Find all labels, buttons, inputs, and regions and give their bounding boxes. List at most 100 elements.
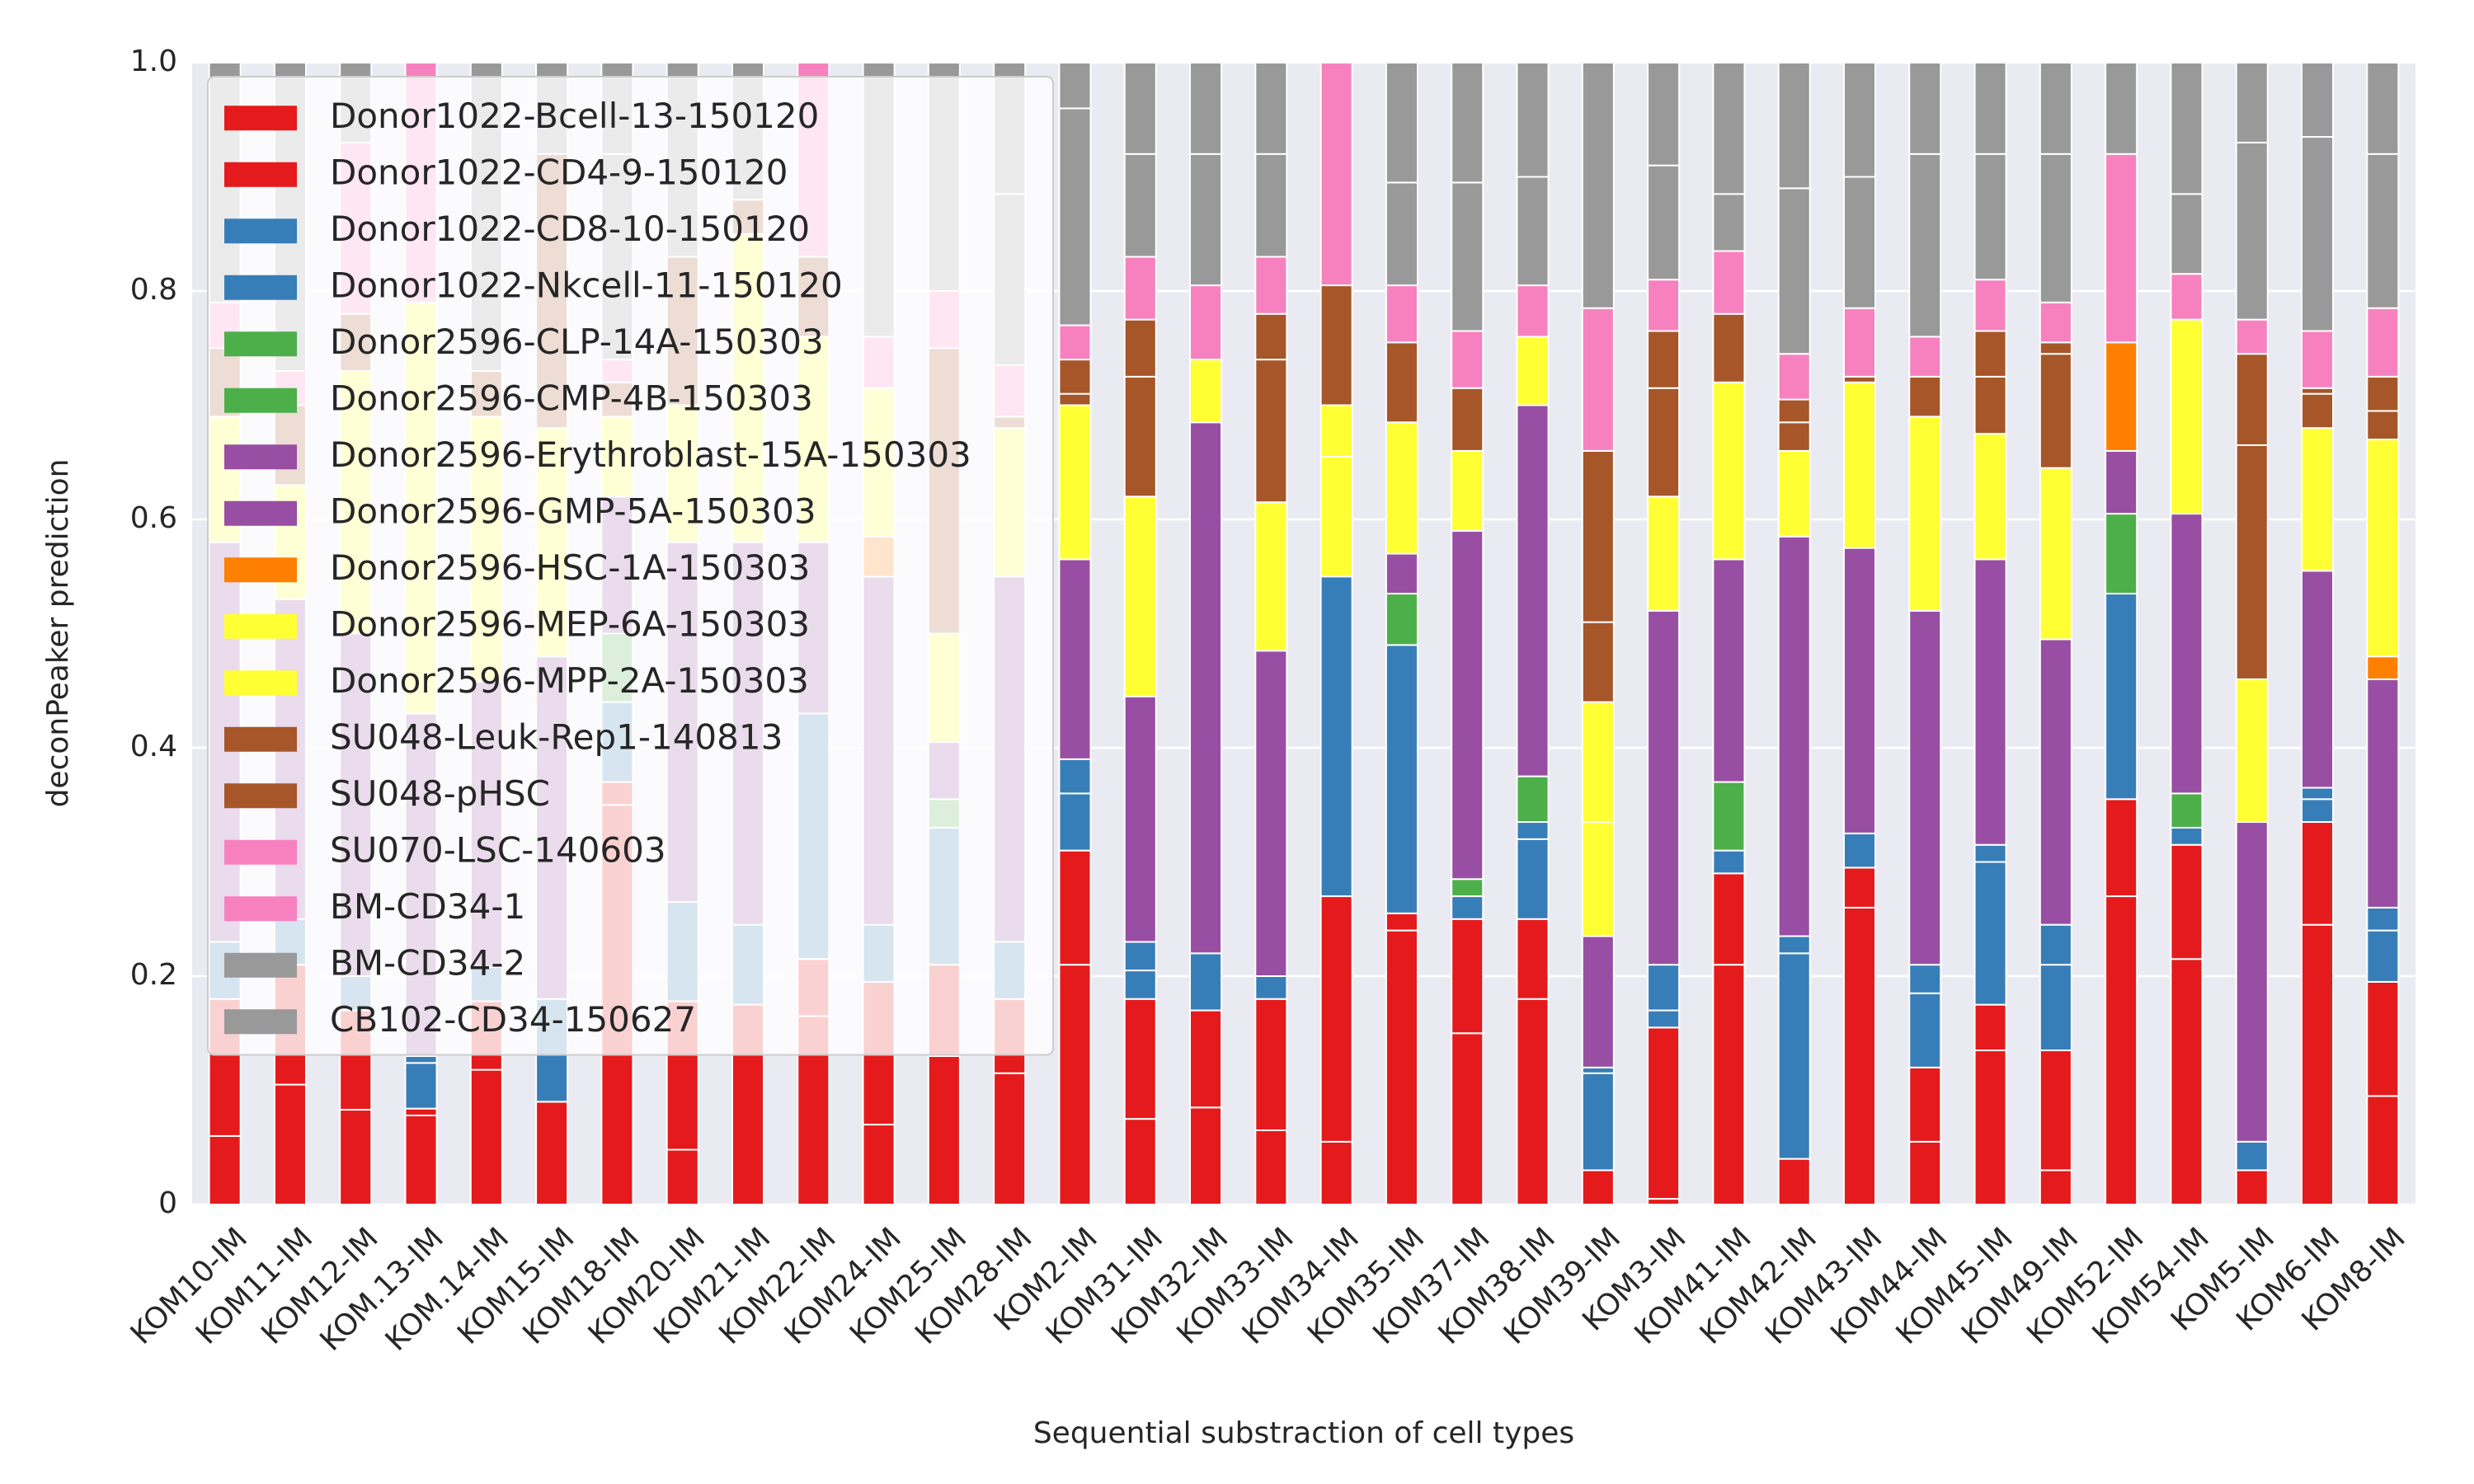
legend-label: SU048-Leuk-Rep1-140813 xyxy=(330,716,783,757)
bar-segment xyxy=(1777,935,1811,955)
bar-segment xyxy=(2366,307,2400,378)
bar-segment xyxy=(2301,787,2335,801)
bar-segment xyxy=(2170,193,2204,275)
bar-segment xyxy=(2235,444,2269,680)
bar-segment xyxy=(2105,593,2138,801)
bar-segment xyxy=(1123,318,1157,378)
bar-segment xyxy=(2235,318,2269,355)
bar-segment xyxy=(2366,655,2400,680)
bar-segment xyxy=(1712,872,1746,966)
bar-segment xyxy=(1842,375,1877,383)
bar-segment xyxy=(1973,843,2007,863)
bar-segment xyxy=(1319,895,1353,1143)
bar-segment xyxy=(1385,421,1418,555)
legend-label: CB102-CD34-150627 xyxy=(330,999,696,1040)
bar-segment xyxy=(1647,164,1681,281)
bar-segment xyxy=(1777,421,1811,452)
bar-segment xyxy=(2039,638,2072,926)
bar-segment xyxy=(2039,467,2072,641)
bar-segment xyxy=(1712,381,1746,561)
bar-segment xyxy=(2105,62,2138,155)
bar-segment xyxy=(1385,644,1418,914)
bar-segment xyxy=(1647,964,1681,1012)
bar-segment xyxy=(1254,256,1288,315)
bar-segment xyxy=(1385,929,1418,1205)
legend-label: Donor1022-CD8-10-150120 xyxy=(330,209,810,249)
bar-segment xyxy=(1581,449,1615,623)
bar-segment xyxy=(1189,153,1223,287)
bar-segment xyxy=(1647,1026,1681,1200)
y-tick-label: 0.8 xyxy=(130,273,177,307)
bar-segment xyxy=(2301,387,2335,395)
bar-segment xyxy=(1842,307,1877,378)
legend-label: Donor2596-HSC-1A-150303 xyxy=(330,547,810,588)
bar-segment xyxy=(1516,404,1550,777)
legend-swatch xyxy=(224,500,297,526)
bar-segment xyxy=(2039,1050,2072,1172)
bar-segment xyxy=(2235,678,2269,824)
bar-segment xyxy=(404,1054,438,1064)
bar-segment xyxy=(1908,416,1942,612)
bar-segment xyxy=(2366,62,2400,155)
legend-swatch xyxy=(224,1009,297,1035)
legend-swatch xyxy=(224,557,297,583)
bar-segment xyxy=(2170,843,2204,960)
bar-segment xyxy=(1123,1118,1157,1205)
bar-segment xyxy=(2301,798,2335,824)
legend-swatch xyxy=(224,726,297,752)
bar-segment xyxy=(1973,1003,2007,1052)
bar-segment xyxy=(1189,1106,1223,1206)
bar-segment xyxy=(1712,849,1746,875)
bar-segment xyxy=(2366,153,2400,309)
legend-label: Donor1022-CD4-9-150120 xyxy=(330,152,788,192)
legend-swatch xyxy=(224,952,297,978)
bar-segment xyxy=(1123,695,1157,943)
bar-segment xyxy=(1842,866,1877,909)
bar-segment xyxy=(2301,570,2335,789)
legend-box xyxy=(207,76,1054,1056)
bar-segment xyxy=(1516,821,1550,840)
bar-segment xyxy=(2301,136,2335,332)
bar-segment xyxy=(1058,359,1092,395)
bar-segment xyxy=(1058,392,1092,406)
bar-segment xyxy=(2039,1169,2072,1205)
bar-segment xyxy=(1123,62,1157,155)
y-tick-label: 1.0 xyxy=(130,45,177,78)
bar-segment xyxy=(2039,153,2072,303)
y-tick-label: 0 xyxy=(158,1186,177,1220)
bar-segment xyxy=(1254,975,1288,1000)
bar-segment xyxy=(1973,433,2007,561)
bar-segment xyxy=(2170,958,2204,1205)
bar-segment xyxy=(1973,558,2007,846)
legend-label: Donor2596-MEP-6A-150303 xyxy=(330,603,810,644)
bar-segment xyxy=(1385,912,1418,932)
bar-segment xyxy=(1581,62,1615,309)
bar-segment xyxy=(2366,410,2400,441)
bar-segment xyxy=(1777,398,1811,424)
bar-segment xyxy=(1319,284,1353,406)
bar-segment xyxy=(1385,284,1418,344)
bar-segment xyxy=(927,1054,961,1205)
bar-segment xyxy=(1451,181,1484,332)
bar-segment xyxy=(2039,62,2072,155)
bar-segment xyxy=(2366,375,2400,412)
bar-segment xyxy=(993,1072,1027,1205)
bar-segment xyxy=(1189,359,1223,424)
bar-segment xyxy=(1451,330,1484,389)
bar-segment xyxy=(2301,821,2335,926)
bar-segment xyxy=(2170,792,2204,829)
bar-segment xyxy=(1058,404,1092,561)
bar-segment xyxy=(1973,62,2007,155)
bar-segment xyxy=(2235,1140,2269,1172)
bar-segment xyxy=(1451,1032,1484,1205)
legend-label: SU070-LSC-140603 xyxy=(330,829,666,870)
y-axis-label: deconPeaker prediction xyxy=(41,459,75,808)
bar-segment xyxy=(1908,153,1942,338)
legend-swatch xyxy=(224,106,297,131)
bar-segment xyxy=(1712,312,1746,383)
bar-segment xyxy=(1254,1129,1288,1205)
bar-segment xyxy=(535,1101,569,1205)
bar-segment xyxy=(2039,353,2072,469)
bar-segment xyxy=(1254,998,1288,1131)
legend-label: Donor1022-Nkcell-11-150120 xyxy=(330,265,843,305)
